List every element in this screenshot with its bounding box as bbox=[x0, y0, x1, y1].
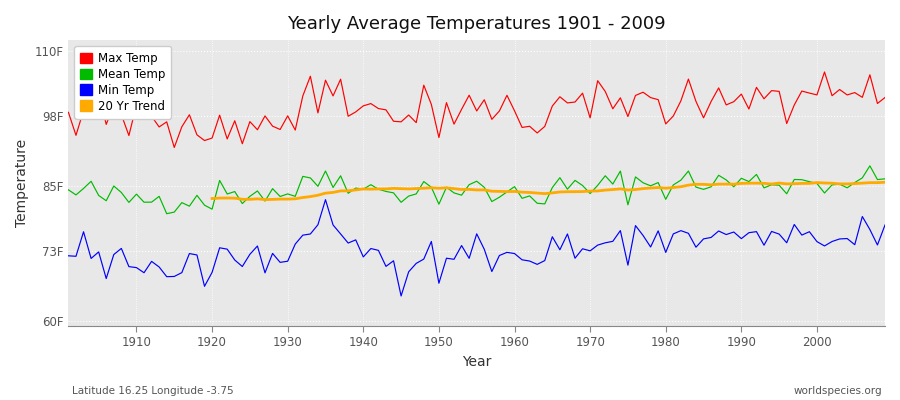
X-axis label: Year: Year bbox=[462, 355, 491, 369]
Title: Yearly Average Temperatures 1901 - 2009: Yearly Average Temperatures 1901 - 2009 bbox=[287, 15, 666, 33]
Y-axis label: Temperature: Temperature bbox=[15, 139, 29, 227]
Legend: Max Temp, Mean Temp, Min Temp, 20 Yr Trend: Max Temp, Mean Temp, Min Temp, 20 Yr Tre… bbox=[75, 46, 171, 119]
Text: worldspecies.org: worldspecies.org bbox=[794, 386, 882, 396]
Text: Latitude 16.25 Longitude -3.75: Latitude 16.25 Longitude -3.75 bbox=[72, 386, 234, 396]
